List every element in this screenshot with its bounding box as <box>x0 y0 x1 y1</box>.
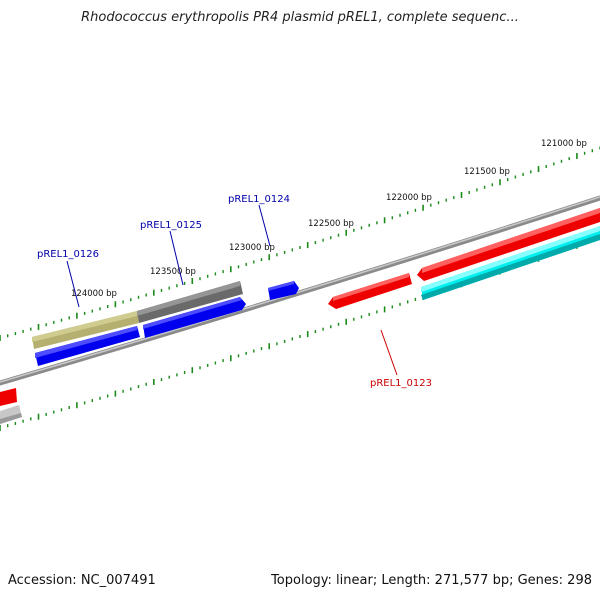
map-title: Rhodococcus erythropolis PR4 plasmid pRE… <box>81 10 519 25</box>
sequence-backbone-highlight <box>0 196 600 383</box>
gene-cyan-bar-top <box>421 226 600 292</box>
leader-line-pREL1-0125 <box>169 230 184 286</box>
accession-text: Accession: NC_007491 <box>8 573 156 588</box>
scale-label-123000: 123000 bp <box>229 243 275 253</box>
scale-label-122500: 122500 bp <box>308 219 354 229</box>
gene-red-bar-long-top <box>422 208 600 273</box>
gene-blue-arrow-right <box>143 297 246 338</box>
scale-label-123500: 123500 bp <box>150 267 196 277</box>
scale-label-124000: 124000 bp <box>71 289 117 299</box>
gene-label-pREL1-0125: pREL1_0125 <box>140 220 202 231</box>
gene-blue-bar-left-top <box>35 326 137 358</box>
scale-label-121500: 121500 bp <box>464 167 510 177</box>
gene-lightgray-left-edge-shade <box>0 413 22 424</box>
gene-blue-arrow-pREL1-0124 <box>268 281 299 300</box>
leader-line-pREL1-0123 <box>380 329 398 376</box>
leader-line-pREL1-0124 <box>258 204 271 247</box>
gene-label-pREL1-0126: pREL1_0126 <box>37 249 99 260</box>
scale-label-122000: 122000 bp <box>386 193 432 203</box>
gene-cyan-bar-edge <box>421 234 600 300</box>
upper-tick-row <box>0 146 600 341</box>
gene-olive-bar-top <box>32 311 137 342</box>
gene-label-pREL1-0124: pREL1_0124 <box>228 194 290 205</box>
sequence-backbone <box>0 195 600 386</box>
gene-blue-arrow-right-top <box>143 297 242 329</box>
leader-line-pREL1-0126 <box>66 260 80 308</box>
gene-blue-arrow-top <box>268 281 294 291</box>
gene-darkgray-bar-top <box>137 281 240 316</box>
gene-label-pREL1-0123: pREL1_0123 <box>370 378 432 389</box>
scale-label-121000: 121000 bp <box>541 139 587 149</box>
topology-summary-text: Topology: linear; Length: 271,577 bp; Ge… <box>271 573 592 588</box>
gene-red-left-edge <box>0 388 17 406</box>
gene-red-arrow-top <box>333 273 409 301</box>
